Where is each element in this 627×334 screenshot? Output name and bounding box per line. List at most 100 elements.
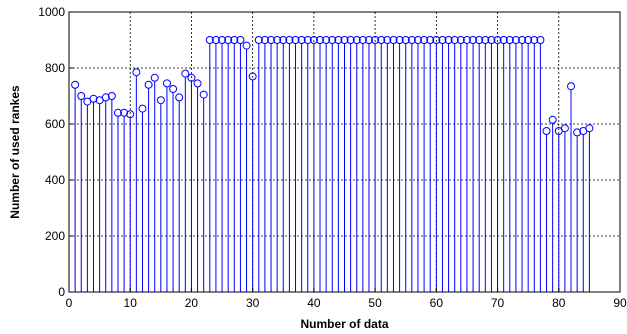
stem-marker bbox=[156, 96, 165, 105]
x-axis-title: Number of data bbox=[300, 317, 388, 331]
stem-marker bbox=[487, 36, 496, 44]
stem-marker bbox=[273, 36, 282, 44]
x-axis: 0 10 20 30 40 50 60 70 80 90 bbox=[66, 288, 627, 310]
y-tick-label: 0 bbox=[58, 285, 65, 299]
stem-marker bbox=[267, 36, 276, 44]
stem-marker bbox=[518, 36, 527, 44]
stem-marker bbox=[187, 73, 196, 82]
stem-marker bbox=[346, 36, 355, 44]
stem-marker bbox=[542, 127, 551, 135]
stem-marker bbox=[420, 36, 429, 44]
stem-marker bbox=[328, 36, 337, 44]
stem-marker bbox=[205, 36, 214, 44]
x-tick-label: 60 bbox=[430, 296, 444, 310]
stem-marker bbox=[567, 82, 576, 91]
stem-marker bbox=[481, 36, 490, 44]
x-tick-label: 80 bbox=[552, 296, 566, 310]
x-tick-label: 90 bbox=[613, 296, 627, 310]
stem-marker bbox=[407, 36, 416, 44]
stem-marker bbox=[413, 36, 422, 44]
stem-marker bbox=[573, 128, 582, 137]
stem-marker bbox=[334, 36, 343, 44]
stem-marker bbox=[456, 36, 465, 44]
x-tick-label: 70 bbox=[491, 296, 505, 310]
stem-marker bbox=[120, 108, 129, 117]
stem-marker bbox=[524, 36, 533, 44]
stem-marker bbox=[126, 110, 135, 119]
stem-marker bbox=[101, 93, 110, 102]
stem-marker bbox=[536, 36, 545, 44]
stem-marker bbox=[242, 41, 251, 50]
stem-marker bbox=[499, 36, 508, 44]
stem-marker bbox=[493, 36, 502, 44]
stem-marker bbox=[316, 36, 325, 44]
stem-marker bbox=[218, 36, 227, 44]
plot-frame bbox=[68, 11, 621, 293]
x-tick-label: 50 bbox=[368, 296, 382, 310]
stem-marker bbox=[426, 36, 435, 44]
stem-marker bbox=[175, 93, 184, 102]
stem-marker bbox=[236, 36, 245, 44]
stem-marker bbox=[285, 36, 294, 44]
stem-marker bbox=[462, 36, 471, 44]
stem-marker bbox=[340, 36, 349, 44]
stem-marker bbox=[530, 36, 539, 44]
stem-marker bbox=[297, 36, 306, 44]
stem-marker bbox=[279, 36, 288, 44]
stem-marker bbox=[548, 115, 557, 124]
x-tick-label: 0 bbox=[66, 296, 73, 310]
stem-marker bbox=[162, 79, 171, 88]
y-tick-label: 200 bbox=[45, 229, 65, 243]
stem-marker bbox=[71, 80, 80, 89]
stem-marker bbox=[303, 36, 312, 44]
stem-marker bbox=[383, 36, 392, 44]
stem-marker bbox=[389, 36, 398, 44]
stem-marker bbox=[377, 36, 386, 44]
stem-marker bbox=[322, 36, 331, 44]
stem-marker bbox=[224, 36, 233, 44]
x-tick-label: 30 bbox=[246, 296, 260, 310]
stem-marker bbox=[469, 36, 478, 44]
x-tick-label: 20 bbox=[185, 296, 199, 310]
stem-marker bbox=[107, 92, 116, 100]
stem-marker bbox=[585, 124, 594, 133]
stem-marker bbox=[444, 36, 453, 44]
stem-marker bbox=[475, 36, 484, 44]
stem-marker bbox=[401, 36, 410, 44]
y-tick-label: 400 bbox=[45, 173, 65, 187]
y-axis-title: Number of used rankes bbox=[8, 85, 22, 219]
stem-marker bbox=[89, 94, 98, 103]
x-tick-label: 10 bbox=[124, 296, 138, 310]
stem-marker bbox=[150, 73, 159, 82]
stem-marker bbox=[371, 36, 380, 44]
stem-marker bbox=[193, 79, 202, 88]
stem-marker bbox=[144, 80, 153, 89]
y-axis: 0 200 400 600 800 1000 bbox=[38, 5, 73, 299]
y-tick-label: 600 bbox=[45, 117, 65, 131]
stem-marker bbox=[395, 36, 404, 44]
stem-marker bbox=[352, 36, 361, 44]
stem-marker bbox=[199, 90, 208, 99]
data-series bbox=[71, 36, 594, 292]
stem-marker bbox=[358, 36, 367, 44]
stem-marker bbox=[248, 72, 257, 81]
y-tick-label: 800 bbox=[45, 61, 65, 75]
stem-marker bbox=[211, 36, 220, 44]
stem-marker bbox=[364, 36, 373, 44]
stem-marker bbox=[181, 69, 190, 78]
stem-marker bbox=[560, 124, 569, 133]
stem-marker bbox=[260, 36, 269, 44]
stem-marker bbox=[169, 85, 178, 93]
x-tick-label: 40 bbox=[307, 296, 321, 310]
stem-marker bbox=[132, 68, 141, 77]
stem-marker bbox=[230, 36, 239, 44]
stem-marker bbox=[438, 36, 447, 44]
stem-marker bbox=[77, 92, 86, 100]
stem-marker bbox=[309, 36, 318, 44]
stem-marker bbox=[450, 36, 459, 44]
stem-marker bbox=[254, 36, 263, 44]
stem-marker bbox=[432, 36, 441, 44]
stem-marker bbox=[505, 36, 514, 44]
stem-marker bbox=[511, 36, 520, 44]
